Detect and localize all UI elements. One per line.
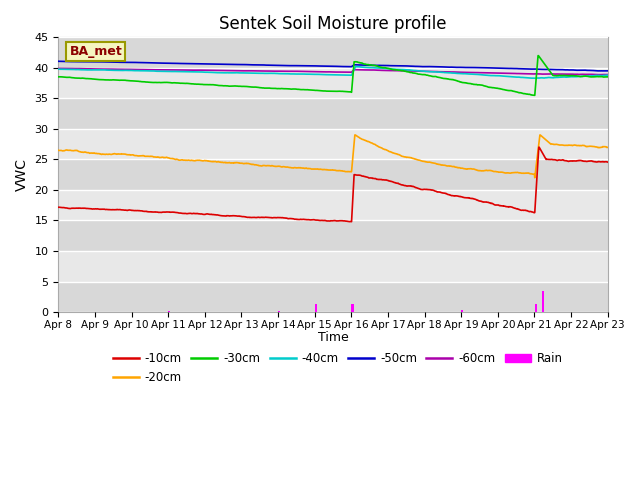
Bar [58, 98, 608, 129]
Bar [58, 281, 608, 312]
Bar [58, 68, 608, 98]
Bar [58, 220, 608, 251]
Bar [58, 190, 608, 220]
Y-axis label: VWC: VWC [15, 158, 29, 191]
Title: Sentek Soil Moisture profile: Sentek Soil Moisture profile [220, 15, 447, 33]
Bar [58, 37, 608, 68]
Text: BA_met: BA_met [69, 45, 122, 58]
Bar [58, 251, 608, 281]
Bar [58, 129, 608, 159]
Bar [58, 159, 608, 190]
Legend: -10cm, -20cm, -30cm, -40cm, -50cm, -60cm, Rain: -10cm, -20cm, -30cm, -40cm, -50cm, -60cm… [108, 347, 568, 388]
X-axis label: Time: Time [317, 331, 348, 344]
